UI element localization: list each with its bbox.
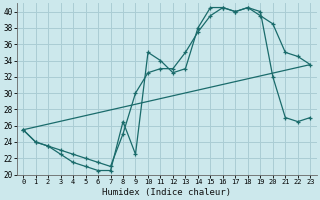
X-axis label: Humidex (Indice chaleur): Humidex (Indice chaleur) — [102, 188, 231, 197]
